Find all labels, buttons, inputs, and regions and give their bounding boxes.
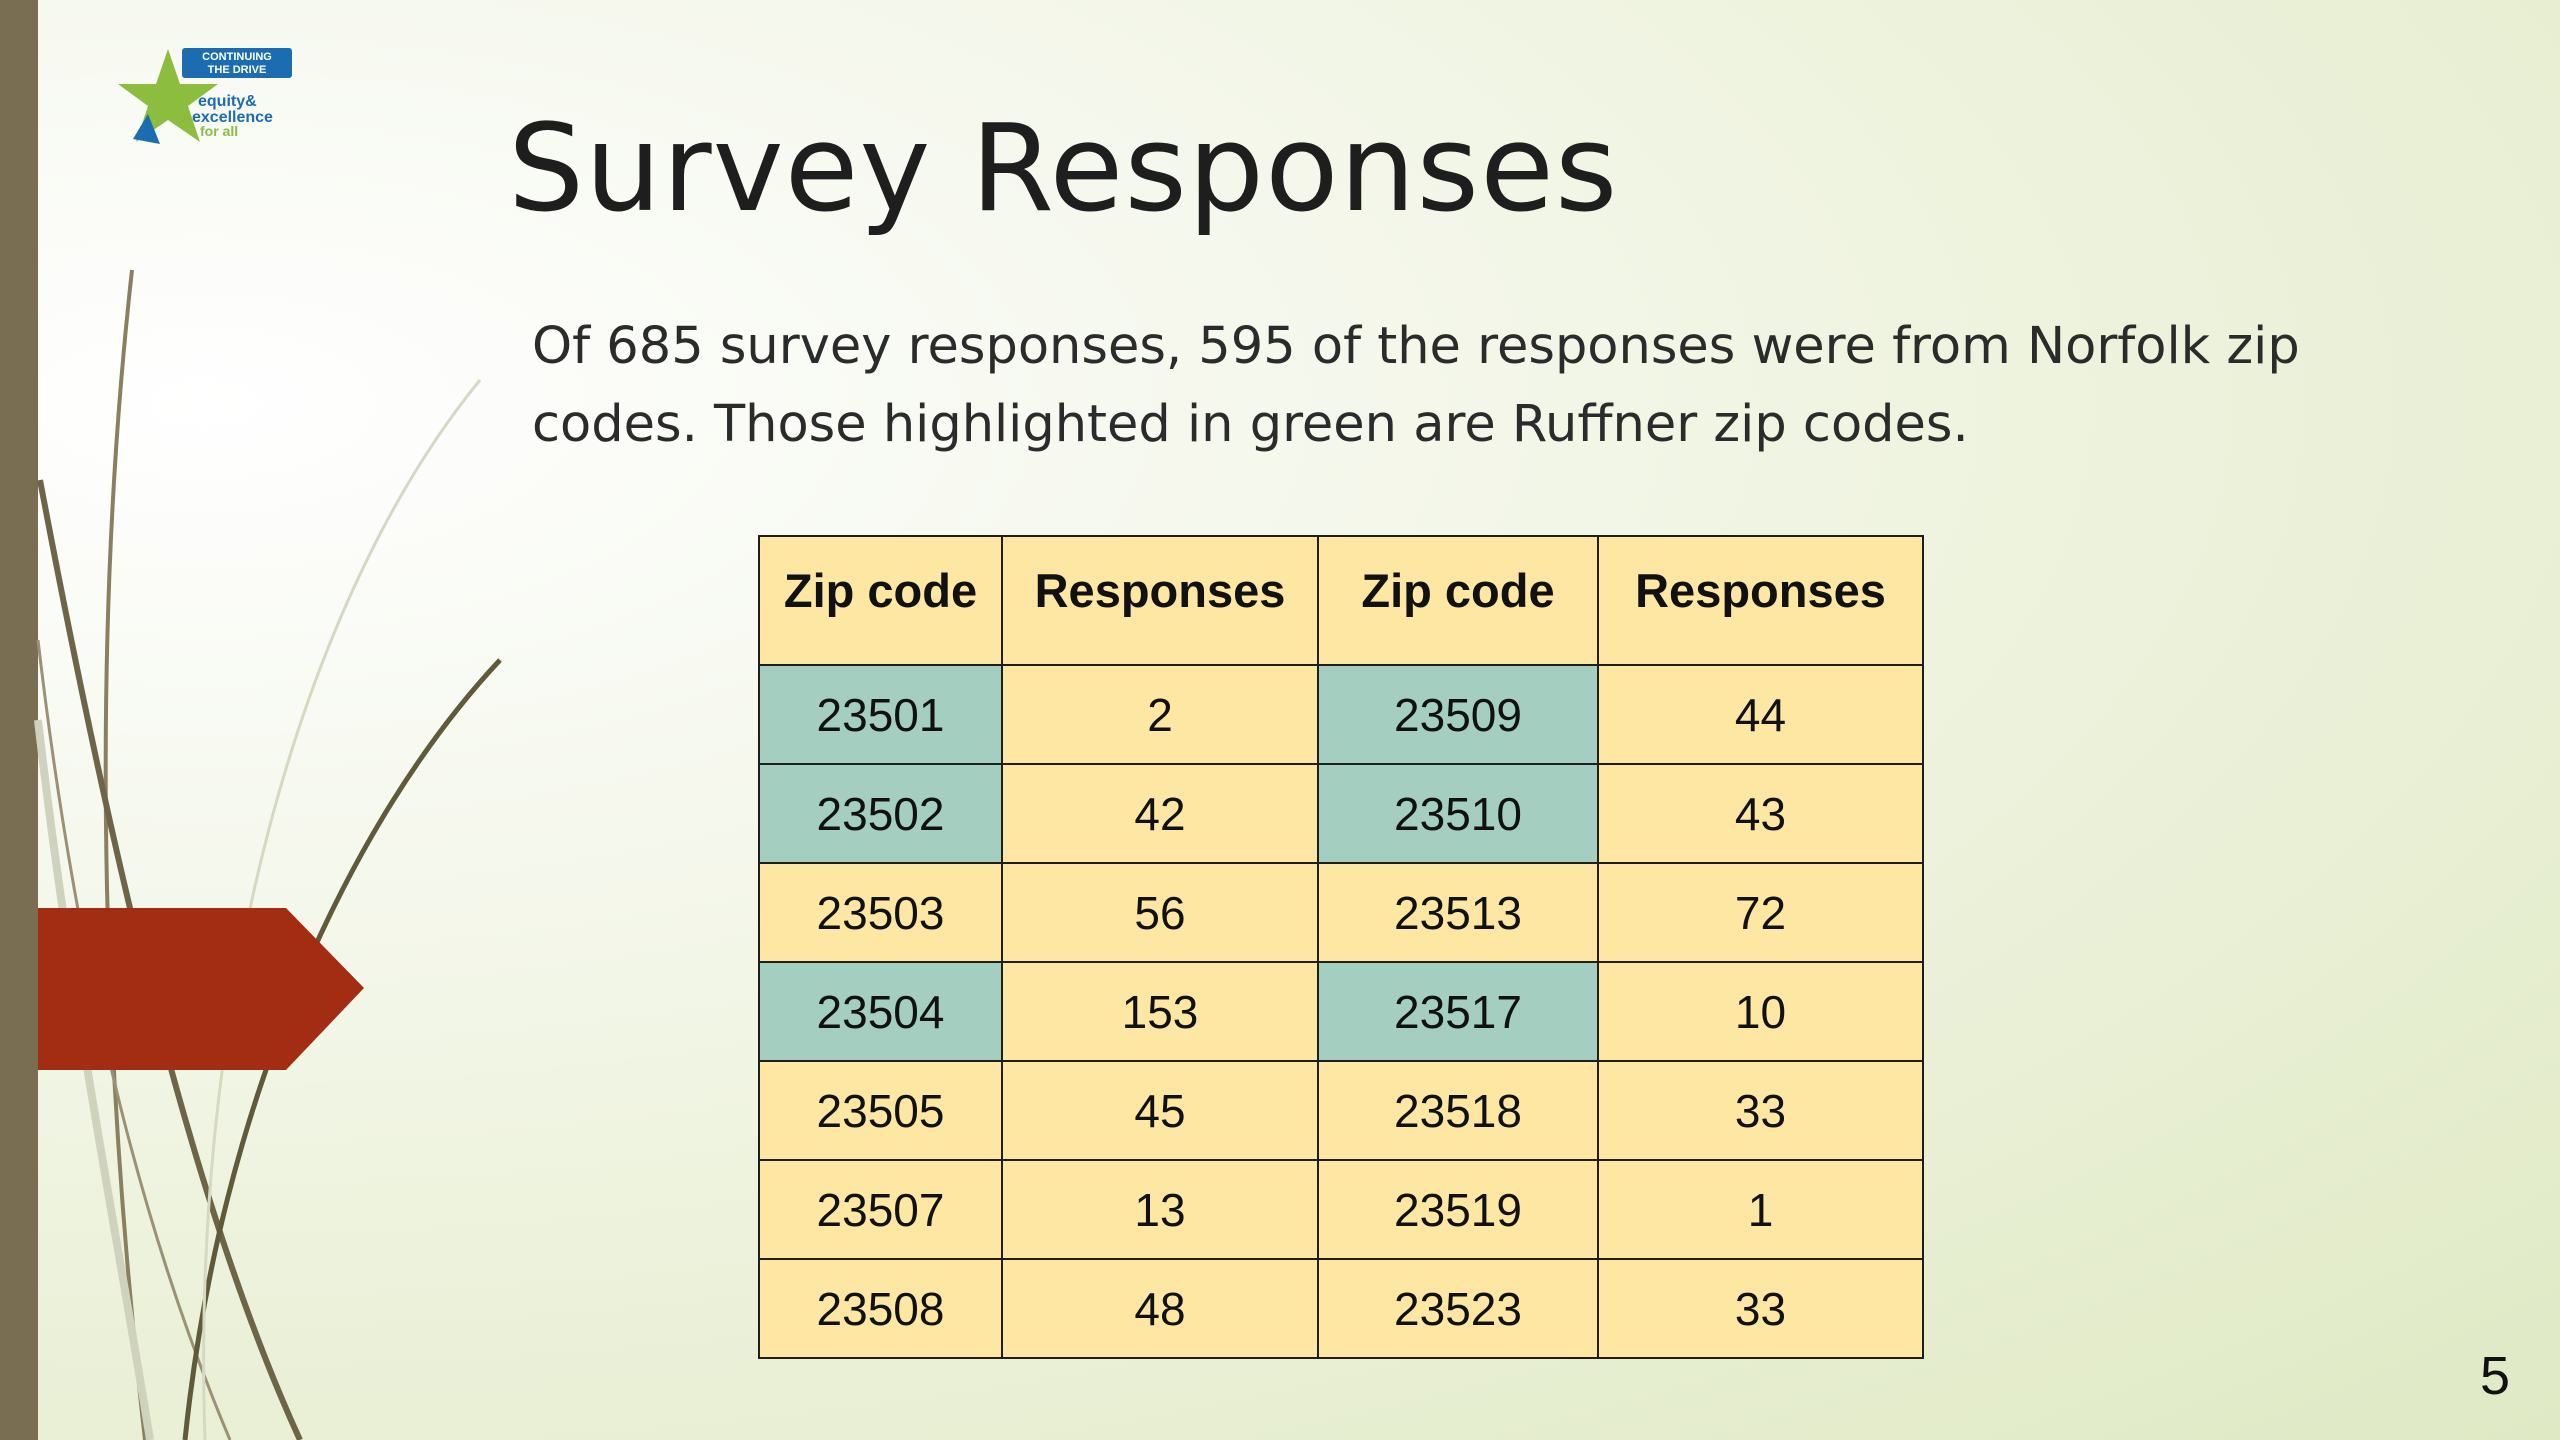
table-row: 23501 2 23509 44 — [758, 664, 1924, 765]
slide-subtitle: Of 685 survey responses, 595 of the resp… — [532, 317, 2300, 454]
responses-cell: 1 — [1597, 1159, 1924, 1260]
table-row: 23502 42 23510 43 — [758, 763, 1924, 864]
responses-cell: 33 — [1597, 1060, 1924, 1161]
zip-cell: 23523 — [1317, 1258, 1599, 1359]
zip-cell: 23508 — [758, 1258, 1003, 1359]
responses-cell: 43 — [1597, 763, 1924, 864]
table-row: 23507 13 23519 1 — [758, 1159, 1924, 1260]
responses-cell: 56 — [1001, 862, 1319, 963]
table-row: 23505 45 23518 33 — [758, 1060, 1924, 1161]
zip-cell: 23509 — [1317, 664, 1599, 765]
zip-cell: 23518 — [1317, 1060, 1599, 1161]
zip-cell: 23507 — [758, 1159, 1003, 1260]
slide-title: Survey Responses — [508, 100, 1619, 239]
survey-table: Zip code Responses Zip code Responses 23… — [758, 535, 1924, 1359]
logo-line2: THE DRIVE — [208, 64, 267, 76]
decorative-curves — [34, 269, 502, 1440]
zip-cell: 23510 — [1317, 763, 1599, 864]
logo-line3: equity& — [198, 93, 257, 110]
responses-cell: 33 — [1597, 1258, 1924, 1359]
header-responses-2: Responses — [1597, 535, 1924, 666]
zip-cell: 23502 — [758, 763, 1003, 864]
header-zip-code-1: Zip code — [758, 535, 1003, 666]
star-icon — [118, 49, 218, 142]
left-accent-bar — [0, 0, 38, 1440]
zip-cell: 23519 — [1317, 1159, 1599, 1260]
responses-cell: 42 — [1001, 763, 1319, 864]
zip-cell: 23517 — [1317, 961, 1599, 1062]
table-row: 23503 56 23513 72 — [758, 862, 1924, 963]
table-header-row: Zip code Responses Zip code Responses — [758, 535, 1924, 666]
table-row: 23508 48 23523 33 — [758, 1258, 1924, 1359]
responses-cell: 13 — [1001, 1159, 1319, 1260]
zip-cell: 23513 — [1317, 862, 1599, 963]
district-logo: CONTINUING THE DRIVE equity& excellence … — [118, 48, 292, 144]
curve-line — [34, 719, 154, 1440]
page-number: 5 — [2479, 1346, 2510, 1406]
curve-line — [103, 269, 147, 1440]
logo-line1: CONTINUING — [202, 51, 272, 63]
logo-banner — [182, 48, 292, 78]
curve-line — [202, 379, 482, 1440]
triangle-icon — [133, 114, 160, 144]
responses-cell: 48 — [1001, 1258, 1319, 1359]
table-row: 23504 153 23517 10 — [758, 961, 1924, 1062]
responses-cell: 45 — [1001, 1060, 1319, 1161]
logo-line4: excellence — [192, 109, 273, 126]
responses-cell: 10 — [1597, 961, 1924, 1062]
logo-line5: for all — [200, 123, 238, 139]
zip-cell: 23503 — [758, 862, 1003, 963]
zip-cell: 23501 — [758, 664, 1003, 765]
zip-cell: 23504 — [758, 961, 1003, 1062]
zip-cell: 23505 — [758, 1060, 1003, 1161]
responses-cell: 153 — [1001, 961, 1319, 1062]
header-zip-code-2: Zip code — [1317, 535, 1599, 666]
responses-cell: 72 — [1597, 862, 1924, 963]
responses-cell: 44 — [1597, 664, 1924, 765]
responses-cell: 2 — [1001, 664, 1319, 765]
red-arrow-shape — [38, 908, 364, 1070]
header-responses-1: Responses — [1001, 535, 1319, 666]
